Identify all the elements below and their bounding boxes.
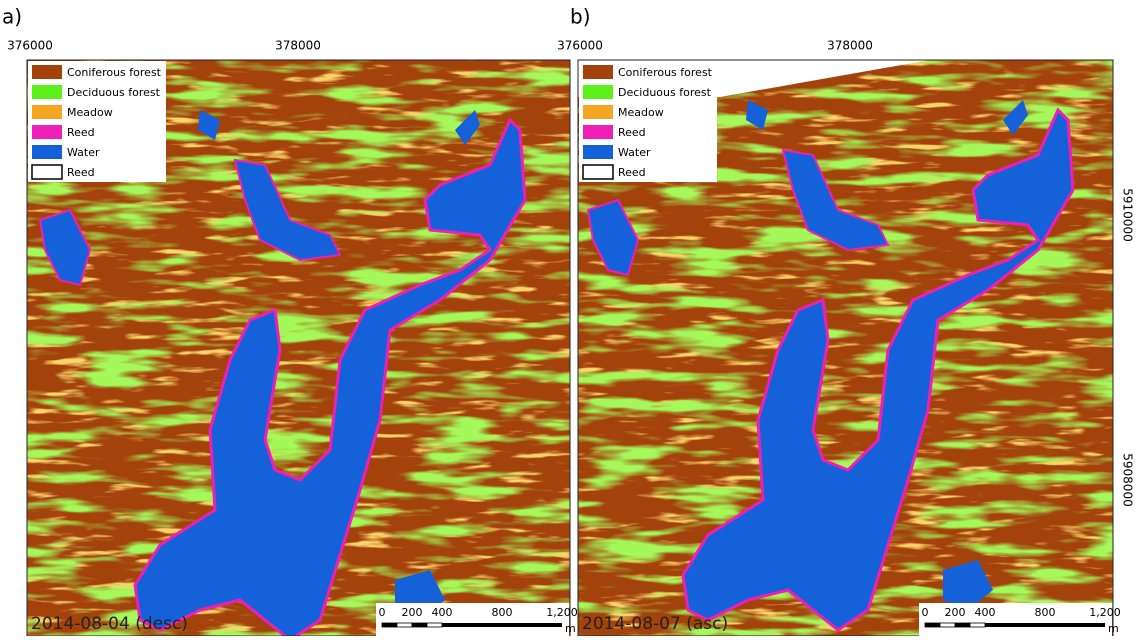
legend-swatch xyxy=(32,165,62,179)
scale-segment xyxy=(940,623,955,627)
legend-swatch xyxy=(583,65,613,79)
legend-label: Deciduous forest xyxy=(67,86,161,99)
scale-label: 200 xyxy=(402,606,423,619)
scale-label: 400 xyxy=(431,606,452,619)
legend-box xyxy=(28,61,166,182)
scale-segment xyxy=(442,623,562,627)
scale-segment xyxy=(970,623,985,627)
scale-segment xyxy=(397,623,412,627)
legend-label: Water xyxy=(67,146,100,159)
legend-swatch xyxy=(32,85,62,99)
panel-label: b) xyxy=(570,5,591,29)
legend-label: Water xyxy=(618,146,651,159)
scale-label: 800 xyxy=(1035,606,1056,619)
scale-label: 0 xyxy=(922,606,929,619)
scale-segment xyxy=(985,623,1105,627)
y-coord-label: 5908000 xyxy=(1121,453,1135,506)
legend-swatch xyxy=(583,85,613,99)
legend-label: Meadow xyxy=(618,106,664,119)
x-coord-label: 378000 xyxy=(275,39,321,53)
scale-unit: m xyxy=(1108,622,1119,635)
scale-label: 800 xyxy=(492,606,513,619)
figure: a) 376000 378000 Coniferous forest Deciduous… xyxy=(0,0,1137,636)
scale-label: 200 xyxy=(945,606,966,619)
legend-swatch xyxy=(583,165,613,179)
scale-segment xyxy=(427,623,442,627)
legend-label: Meadow xyxy=(67,106,113,119)
legend-swatch xyxy=(583,105,613,119)
legend-box xyxy=(579,61,717,182)
legend-swatch xyxy=(583,145,613,159)
x-coord-label: 376000 xyxy=(557,39,603,53)
scale-unit: m xyxy=(565,622,576,635)
scale-segment xyxy=(412,623,427,627)
scale-segment xyxy=(925,623,940,627)
scale-segment xyxy=(382,623,397,627)
legend-label: Reed xyxy=(67,126,95,139)
legend-swatch xyxy=(32,125,62,139)
legend-swatch xyxy=(32,105,62,119)
legend-label: Reed xyxy=(67,166,95,179)
legend-label: Reed xyxy=(618,166,646,179)
x-coord-label: 376000 xyxy=(7,39,53,53)
legend-swatch xyxy=(583,125,613,139)
date-label: 2014-08-04 (desc) xyxy=(31,614,188,634)
scale-label: 1,200 xyxy=(1089,606,1121,619)
x-coord-label: 378000 xyxy=(827,39,873,53)
scale-label: 400 xyxy=(974,606,995,619)
legend-label: Coniferous forest xyxy=(67,66,162,79)
scale-label: 0 xyxy=(379,606,386,619)
legend-swatch xyxy=(32,145,62,159)
scale-label: 1,200 xyxy=(546,606,578,619)
date-label: 2014-08-07 (asc) xyxy=(582,614,728,634)
legend-swatch xyxy=(32,65,62,79)
legend-label: Coniferous forest xyxy=(618,66,713,79)
panel-label: a) xyxy=(2,5,22,29)
scale-segment xyxy=(955,623,970,627)
legend-label: Deciduous forest xyxy=(618,86,712,99)
legend-label: Reed xyxy=(618,126,646,139)
y-coord-label: 5910000 xyxy=(1121,188,1135,241)
